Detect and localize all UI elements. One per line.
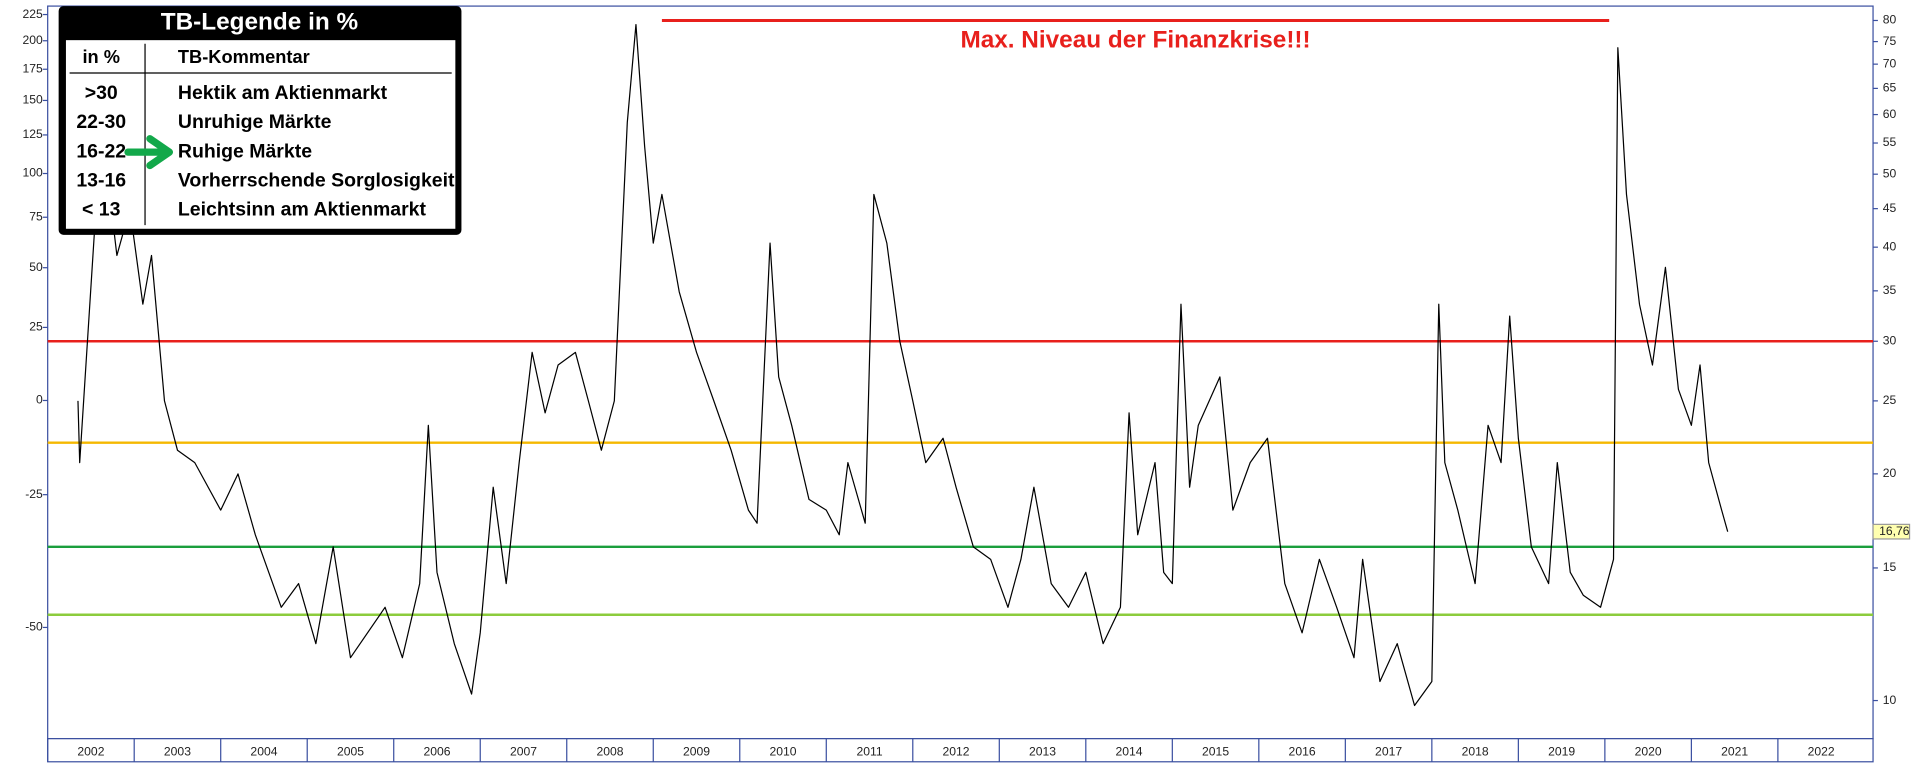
legend-title: TB-Legende in % <box>161 9 358 36</box>
x-tick-label: 2007 <box>510 744 537 758</box>
annotation-text: Max. Niveau der Finanzkrise!!! <box>960 27 1310 54</box>
legend-header: in % <box>82 46 120 67</box>
x-tick-label: 2016 <box>1289 744 1316 758</box>
y2-tick-label: -25 <box>25 487 43 501</box>
y-tick-label: 50 <box>1883 166 1897 180</box>
x-tick-label: 2008 <box>596 744 623 758</box>
x-tick-label: 2009 <box>683 744 710 758</box>
price-line <box>77 23 1729 707</box>
y-tick-label: 75 <box>1883 34 1897 48</box>
legend: TB-Legende in % in % TB-Kommentar >30 Hek… <box>58 6 462 235</box>
y2-tick-label: 125 <box>23 127 44 141</box>
x-tick-label: 2002 <box>77 744 104 758</box>
legend-comment: Unruhige Märkte <box>178 111 332 133</box>
legend-range: 16-22 <box>76 140 126 162</box>
y-tick-label: 60 <box>1883 107 1897 121</box>
legend-rows: >30 Hektik am Aktienmarkt 22-30 Unruhige Mä… <box>76 82 455 221</box>
x-tick-label: 2017 <box>1375 744 1402 758</box>
legend-comment: Vorherrschende Sorglosigkeit <box>178 169 455 191</box>
y-tick-label: 20 <box>1883 466 1897 480</box>
x-tick-label: 2005 <box>337 744 364 758</box>
y2-tick-label: 25 <box>29 320 43 334</box>
x-tick-label: 2015 <box>1202 744 1229 758</box>
x-tick-label: 2019 <box>1548 744 1575 758</box>
x-tick-label: 2018 <box>1462 744 1489 758</box>
y-tick-label: 55 <box>1883 135 1897 149</box>
x-tick-label: 2010 <box>769 744 796 758</box>
y2-tick-label: 100 <box>23 166 44 180</box>
legend-comment: Ruhige Märkte <box>178 140 312 162</box>
x-tick-label: 2003 <box>164 744 191 758</box>
x-tick-label: 2006 <box>423 744 450 758</box>
current-value-label: 16,76 <box>1879 524 1910 538</box>
y-tick-label: 25 <box>1883 393 1897 407</box>
x-tick-label: 2012 <box>943 744 970 758</box>
plot-area: 8075706560555045403530252015102252001751… <box>23 5 1911 763</box>
current-value-box <box>1872 523 1911 540</box>
y-tick-label: 40 <box>1883 239 1897 253</box>
legend-comment: Hektik am Aktienmarkt <box>178 82 388 104</box>
y2-tick-label: -50 <box>25 620 43 634</box>
x-tick-label: 2021 <box>1721 744 1748 758</box>
legend-range: 13-16 <box>76 169 126 191</box>
legend-range: >30 <box>85 82 118 104</box>
y2-tick-label: 150 <box>23 93 44 107</box>
x-tick-label: 2011 <box>856 744 882 758</box>
y2-tick-label: 225 <box>23 7 44 21</box>
x-tick-label: 2004 <box>250 744 277 758</box>
y2-tick-label: 75 <box>29 209 43 223</box>
legend-header: TB-Kommentar <box>178 46 310 67</box>
y2-tick-label: 200 <box>23 33 44 47</box>
x-tick-label: 2020 <box>1635 744 1662 758</box>
legend-range: 22-30 <box>76 111 126 133</box>
y2-tick-label: 0 <box>36 393 43 407</box>
legend-comment: Leichtsinn am Aktienmarkt <box>178 199 427 221</box>
y2-tick-label: 175 <box>23 61 44 75</box>
y-tick-label: 45 <box>1883 201 1897 215</box>
y-tick-label: 80 <box>1883 13 1897 27</box>
y-tick-label: 30 <box>1883 333 1897 347</box>
y-tick-label: 35 <box>1883 283 1897 297</box>
y2-tick-label: 50 <box>29 260 43 274</box>
x-tick-label: 2013 <box>1029 744 1056 758</box>
y-tick-label: 15 <box>1883 560 1897 574</box>
x-tick-label: 2022 <box>1808 744 1835 758</box>
legend-body <box>65 40 456 229</box>
legend-range: < 13 <box>82 199 121 221</box>
y-tick-label: 10 <box>1883 693 1897 707</box>
highlight-arrow <box>124 135 174 170</box>
y-tick-label: 65 <box>1883 81 1897 95</box>
x-tick-label: 2014 <box>1116 744 1143 758</box>
y-tick-label: 70 <box>1883 56 1897 70</box>
